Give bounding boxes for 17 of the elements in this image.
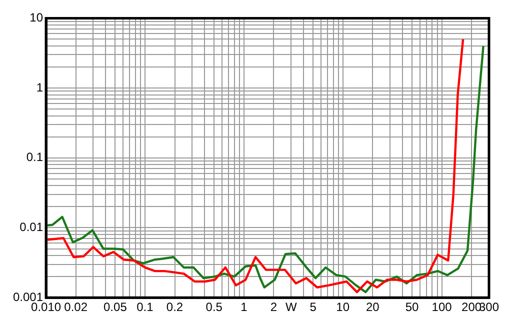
x-tick-label: 1: [240, 300, 248, 314]
x-tick-label: 50: [405, 300, 419, 314]
x-tick-label: 0.5: [206, 300, 223, 314]
x-tick-label: 0.05: [104, 300, 128, 314]
y-tick-label: 0.1: [26, 150, 44, 164]
x-tick-label: 0.02: [64, 300, 88, 314]
y-tick-label: 0.01: [20, 220, 44, 234]
x-tick-label: W: [285, 300, 298, 314]
x-tick-label: 5: [310, 300, 317, 314]
x-tick-label: 0.1: [136, 300, 154, 314]
x-tick-label: 20: [366, 300, 380, 314]
y-tick-label: 1: [36, 80, 44, 94]
x-tick-label: 10: [336, 300, 350, 314]
x-tick-label: 0.2: [166, 300, 184, 314]
x-tick-label: 100: [432, 300, 452, 314]
y-tick-label: 10: [30, 10, 44, 25]
x-tick-label: 2: [270, 300, 278, 314]
